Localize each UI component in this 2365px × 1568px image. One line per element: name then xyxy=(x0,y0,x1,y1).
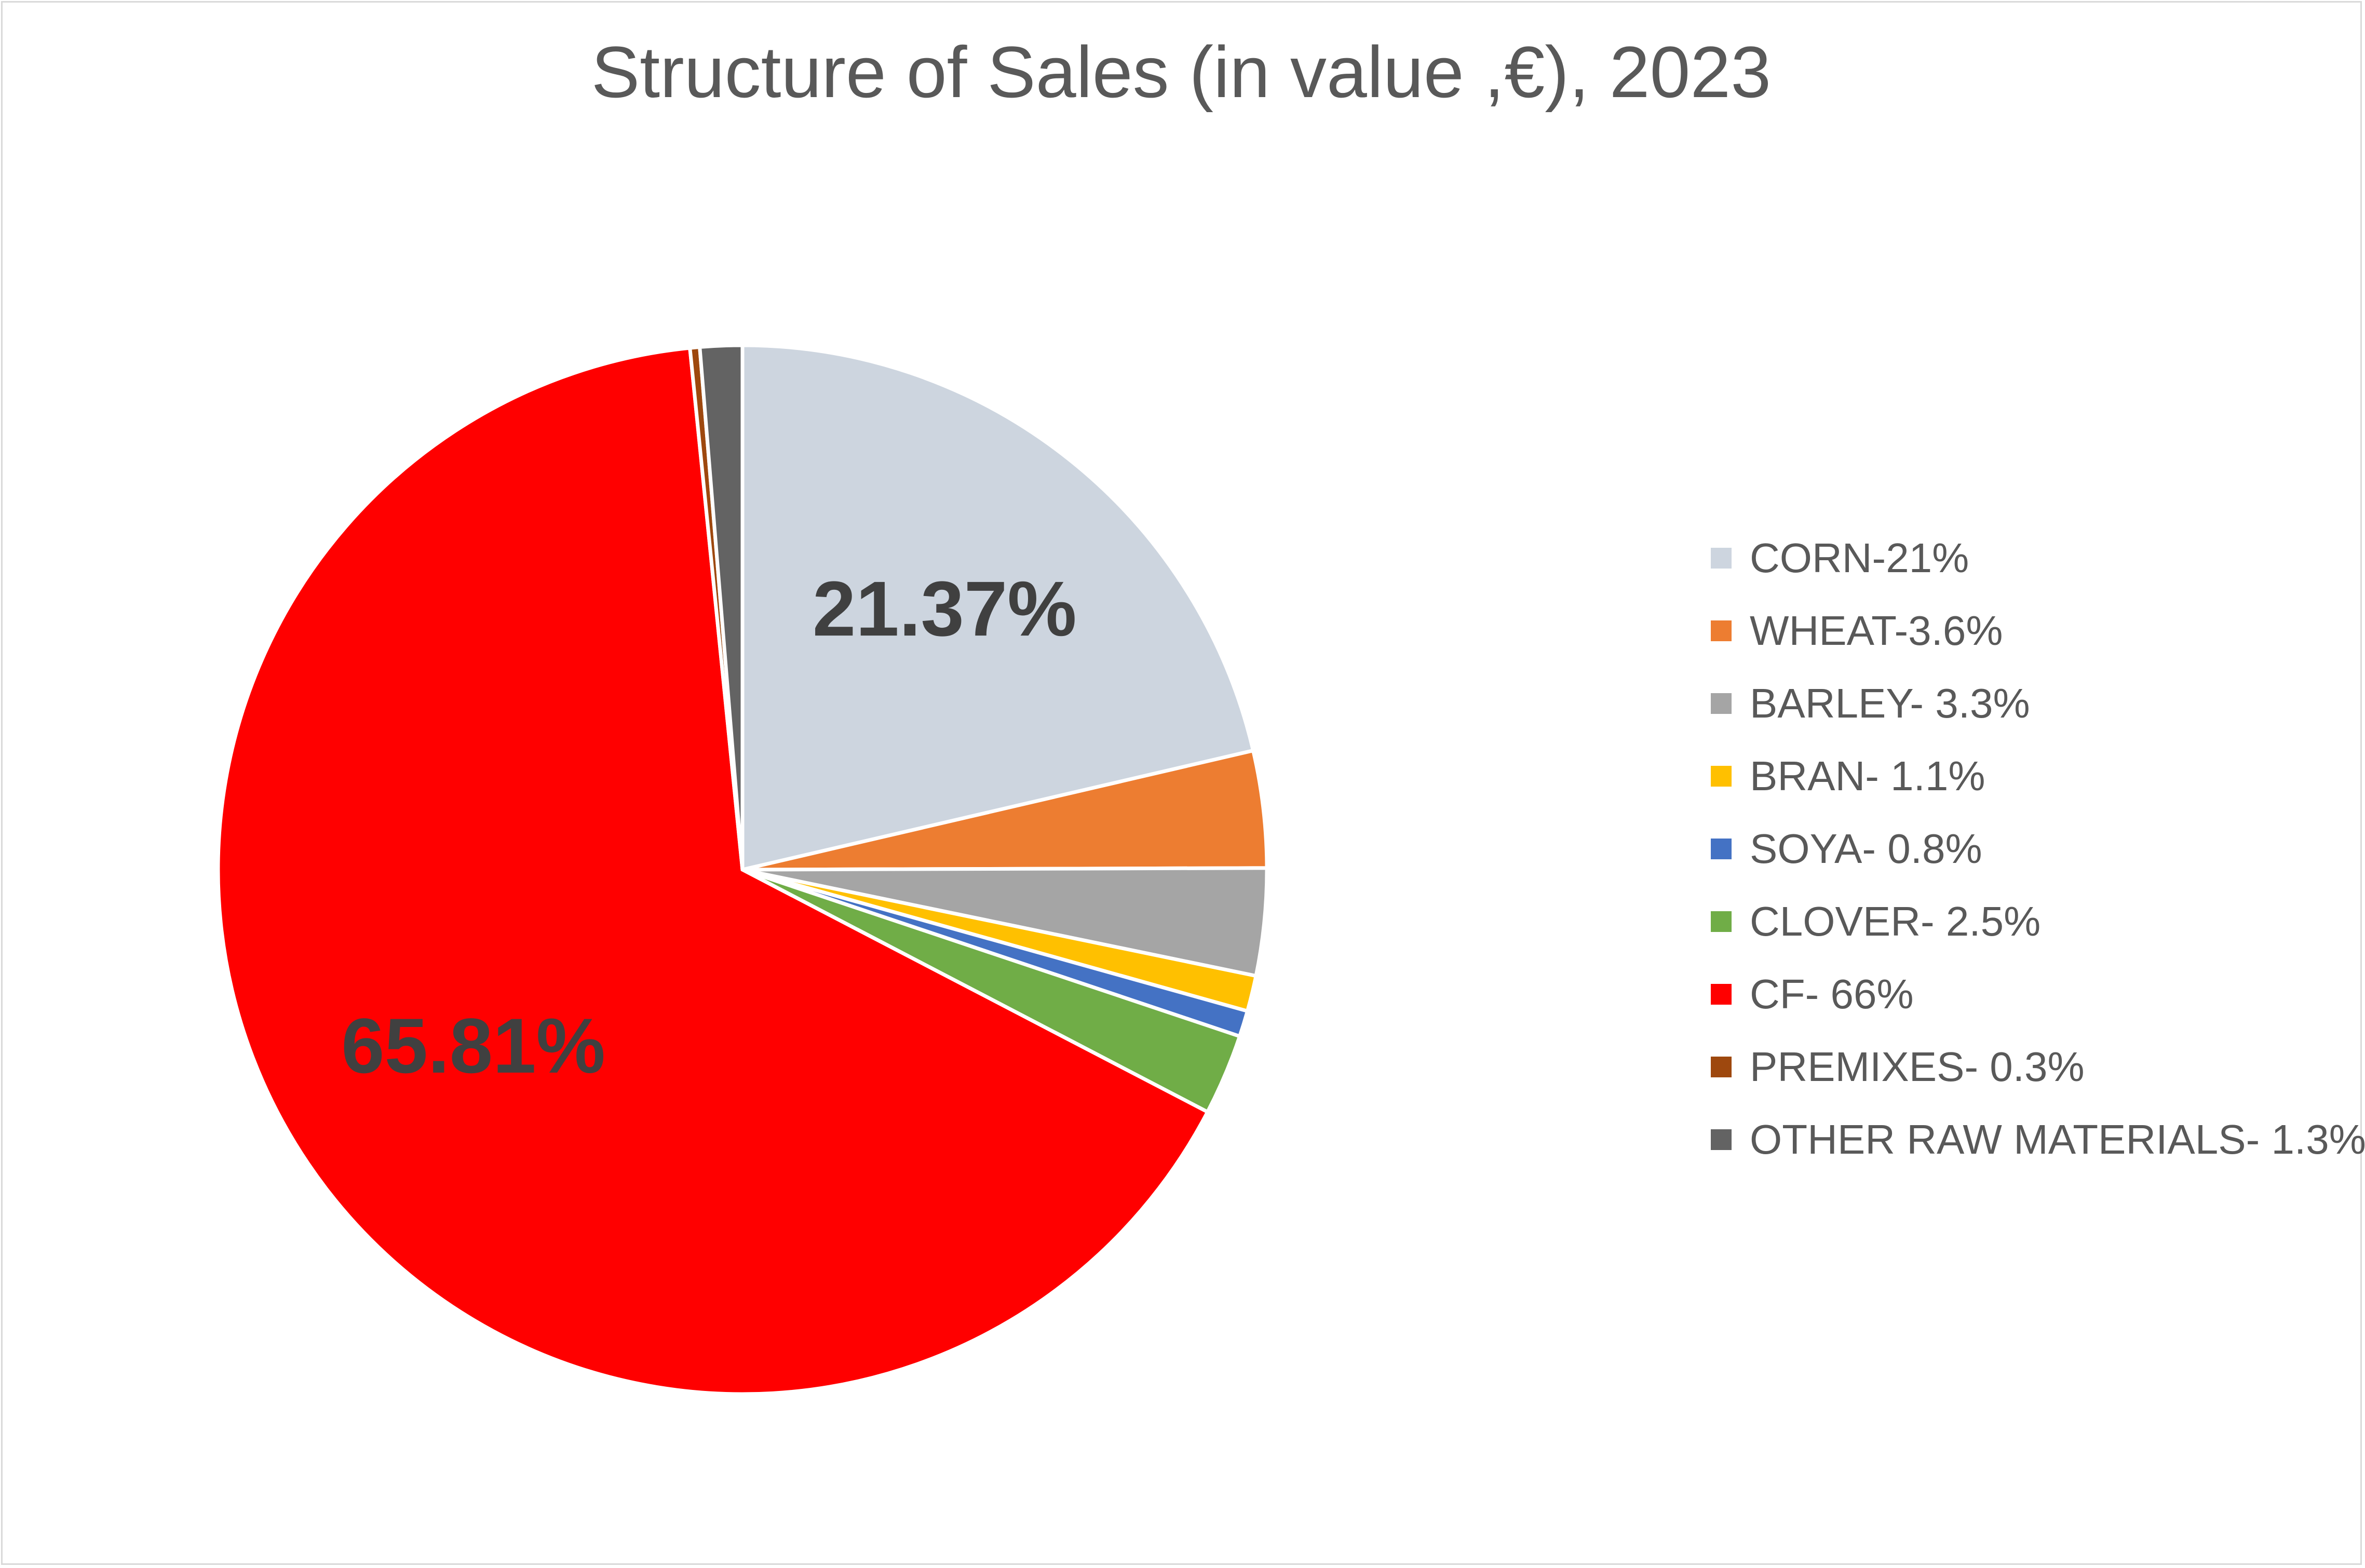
pie-slice-cf xyxy=(216,346,1210,1396)
data-label: 65.81% xyxy=(341,1002,605,1089)
legend-swatch xyxy=(1711,911,1732,932)
pie-slice-wheat xyxy=(742,748,1269,872)
pie-chart: 21.37% 65.81% xyxy=(216,343,1269,1396)
legend-swatch xyxy=(1711,984,1732,1005)
legend-item-premixes: PREMIXES- 0.3% xyxy=(1711,1031,2360,1103)
legend-item-soya: SOYA- 0.8% xyxy=(1711,813,2360,885)
legend-swatch xyxy=(1711,548,1732,569)
legend-item-other-raw-materials: OTHER RAW MATERIALS- 1.3% xyxy=(1711,1103,2365,1176)
pie-labels: 21.37% 65.81% xyxy=(341,565,1076,1089)
legend-swatch xyxy=(1711,1129,1732,1150)
legend-label: OTHER RAW MATERIALS- 1.3% xyxy=(1750,1116,2365,1163)
legend-label: CLOVER- 2.5% xyxy=(1750,898,2041,944)
legend-item-corn: CORN-21% xyxy=(1711,522,2360,594)
legend-swatch xyxy=(1711,620,1732,641)
legend-item-cf: CF- 66% xyxy=(1711,958,2360,1031)
legend-item-bran: BRAN- 1.1% xyxy=(1711,740,2360,813)
pie-slice-corn xyxy=(740,343,1255,872)
legend-label: SOYA- 0.8% xyxy=(1750,826,1982,872)
legend-item-barley: BARLEY- 3.3% xyxy=(1711,667,2360,740)
data-label: 21.37% xyxy=(813,565,1077,652)
legend: CORN-21% WHEAT-3.6% BARLEY- 3.3% BRAN- 1… xyxy=(1711,522,2365,1176)
legend-label: PREMIXES- 0.3% xyxy=(1750,1044,2085,1090)
legend-label: WHEAT-3.6% xyxy=(1750,607,2003,654)
legend-item-wheat: WHEAT-3.6% xyxy=(1711,594,2360,667)
chart-title: Structure of Sales (in value ,€), 2023 xyxy=(591,31,1772,113)
legend-swatch xyxy=(1711,839,1732,859)
legend-item-clover: CLOVER- 2.5% xyxy=(1711,885,2360,958)
legend-label: BRAN- 1.1% xyxy=(1750,753,1985,799)
pie-slice-other-raw-materials xyxy=(697,343,745,870)
pie-slices xyxy=(216,343,1269,1396)
legend-label: BARLEY- 3.3% xyxy=(1750,680,2030,726)
legend-swatch xyxy=(1711,693,1732,714)
legend-swatch xyxy=(1711,1057,1732,1077)
legend-label: CF- 66% xyxy=(1750,971,1914,1017)
legend-swatch xyxy=(1711,766,1732,787)
legend-label: CORN-21% xyxy=(1750,535,1969,581)
